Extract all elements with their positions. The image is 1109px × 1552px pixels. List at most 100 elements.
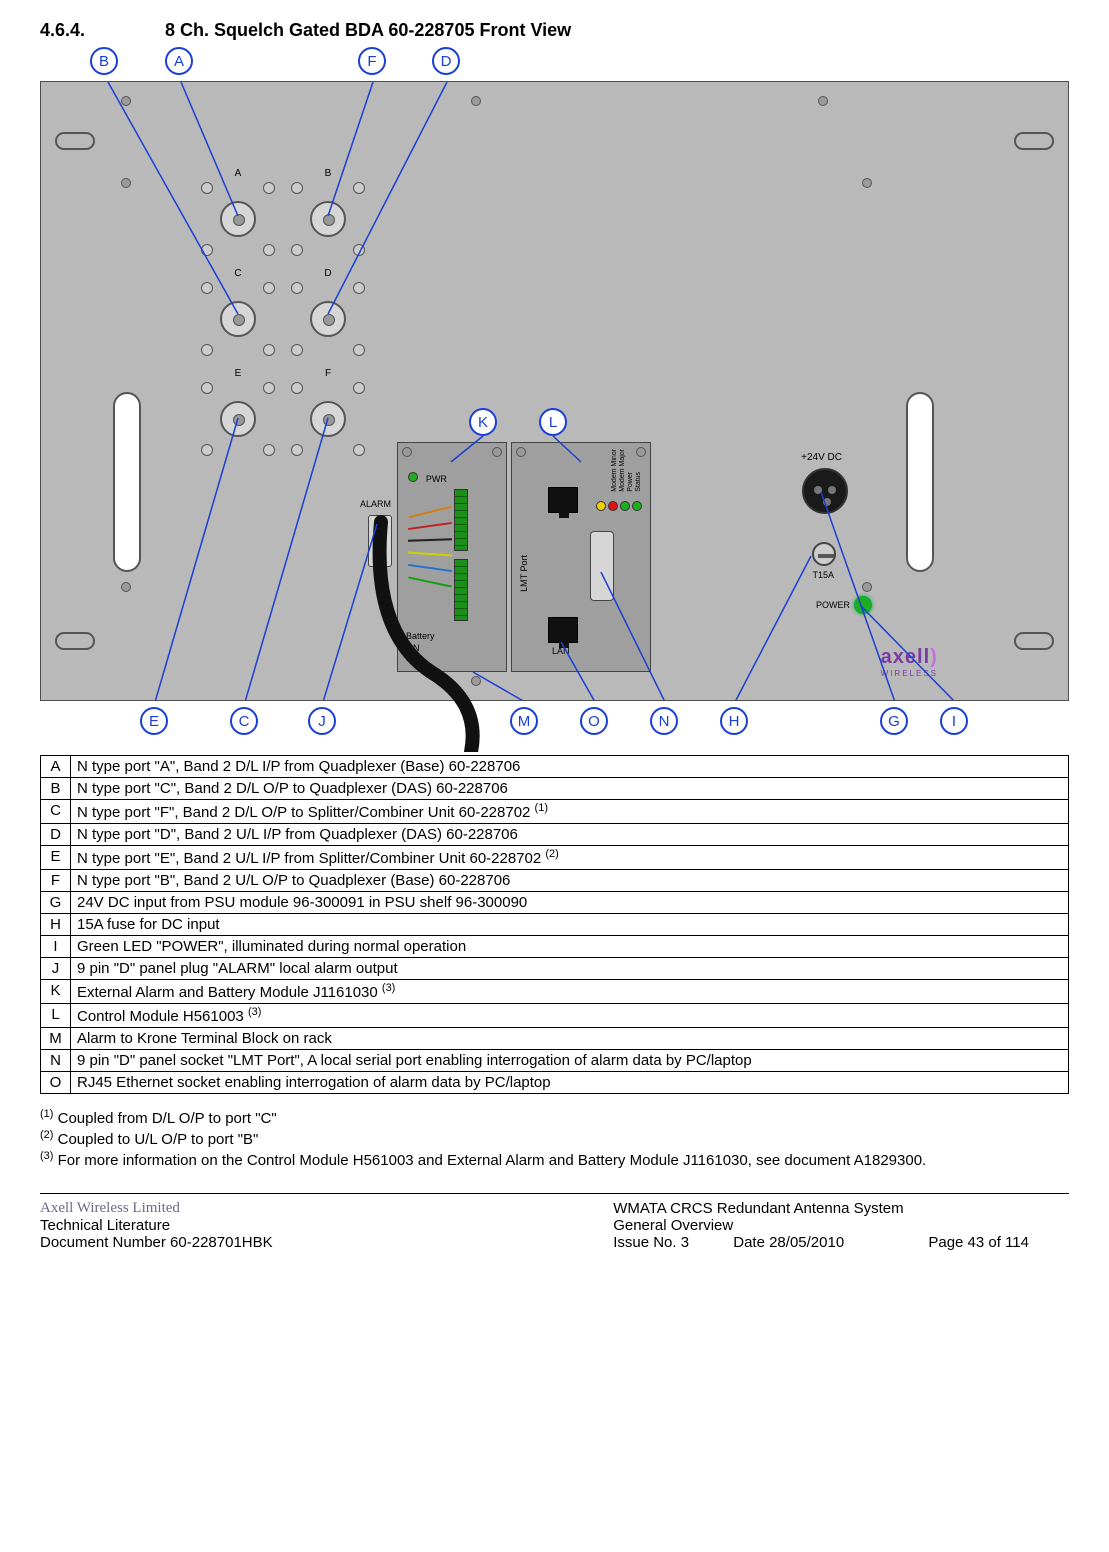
callout-n: N bbox=[650, 707, 678, 735]
callout-g: G bbox=[880, 707, 908, 735]
ref-desc: N type port "A", Band 2 D/L I/P from Qua… bbox=[71, 756, 1069, 778]
footer-overview: General Overview bbox=[613, 1217, 1069, 1234]
callout-l: L bbox=[539, 408, 567, 436]
ref-key: O bbox=[41, 1072, 71, 1094]
ref-desc: RJ45 Ethernet socket enabling interrogat… bbox=[71, 1072, 1069, 1094]
ref-desc: N type port "E", Band 2 U/L I/P from Spl… bbox=[71, 846, 1069, 870]
power-led bbox=[854, 596, 872, 614]
section-heading: 8 Ch. Squelch Gated BDA 60-228705 Front … bbox=[165, 20, 571, 40]
ref-key: K bbox=[41, 980, 71, 1004]
n-port-d: D bbox=[291, 282, 365, 356]
ref-desc: Alarm to Krone Terminal Block on rack bbox=[71, 1028, 1069, 1050]
table-row: LControl Module H561003 (3) bbox=[41, 1004, 1069, 1028]
callout-e: E bbox=[140, 707, 168, 735]
callout-f: F bbox=[358, 47, 386, 75]
callout-h: H bbox=[720, 707, 748, 735]
callout-k: K bbox=[469, 408, 497, 436]
callout-row-bottom: ECJMONHGI bbox=[40, 707, 1069, 741]
ref-key: L bbox=[41, 1004, 71, 1028]
table-row: CN type port "F", Band 2 D/L O/P to Spli… bbox=[41, 800, 1069, 824]
port-label: D bbox=[324, 268, 331, 279]
fuse-label: T15A bbox=[812, 570, 834, 580]
footnote: (3) For more information on the Control … bbox=[40, 1150, 1069, 1169]
ethernet-rj45 bbox=[548, 617, 578, 643]
ref-desc: 24V DC input from PSU module 96-300091 i… bbox=[71, 892, 1069, 914]
footer-issue: Issue No. 3 bbox=[613, 1234, 689, 1251]
footnotes: (1) Coupled from D/L O/P to port "C" (2) … bbox=[40, 1108, 1069, 1169]
ref-key: N bbox=[41, 1050, 71, 1072]
callout-j: J bbox=[308, 707, 336, 735]
table-row: DN type port "D", Band 2 U/L I/P from Qu… bbox=[41, 824, 1069, 846]
table-row: BN type port "C", Band 2 D/L O/P to Quad… bbox=[41, 778, 1069, 800]
alarm-label: ALARM bbox=[360, 499, 391, 509]
callout-row-top: BAFD bbox=[40, 47, 1069, 81]
port-label: F bbox=[325, 368, 331, 379]
footnote: (1) Coupled from D/L O/P to port "C" bbox=[40, 1108, 1069, 1127]
ref-desc: N type port "D", Band 2 U/L I/P from Qua… bbox=[71, 824, 1069, 846]
callout-a: A bbox=[165, 47, 193, 75]
ref-key: D bbox=[41, 824, 71, 846]
section-title: 4.6.4. 8 Ch. Squelch Gated BDA 60-228705… bbox=[40, 20, 1069, 41]
diagram: BAFD ABCDEF PWR ALARM bbox=[40, 47, 1069, 741]
footer-doc: Document Number 60-228701HBK bbox=[40, 1234, 273, 1251]
ref-key: M bbox=[41, 1028, 71, 1050]
table-row: MAlarm to Krone Terminal Block on rack bbox=[41, 1028, 1069, 1050]
table-row: G24V DC input from PSU module 96-300091 … bbox=[41, 892, 1069, 914]
power-mod-label: Power bbox=[627, 449, 634, 492]
table-row: N9 pin "D" panel socket "LMT Port", A lo… bbox=[41, 1050, 1069, 1072]
dc-input-connector bbox=[802, 468, 848, 514]
ref-desc: N type port "F", Band 2 D/L O/P to Split… bbox=[71, 800, 1069, 824]
port-label: A bbox=[235, 168, 242, 179]
device-front-panel: ABCDEF PWR ALARM Battery bbox=[40, 81, 1069, 701]
ref-key: I bbox=[41, 936, 71, 958]
led-status bbox=[632, 501, 642, 511]
footer-system: WMATA CRCS Redundant Antenna System bbox=[613, 1200, 1069, 1217]
table-row: H15A fuse for DC input bbox=[41, 914, 1069, 936]
port-label: C bbox=[234, 268, 241, 279]
modem-major-label: Modem Major bbox=[619, 449, 626, 492]
ref-desc: Control Module H561003 (3) bbox=[71, 1004, 1069, 1028]
table-row: EN type port "E", Band 2 U/L I/P from Sp… bbox=[41, 846, 1069, 870]
brand-logo: axell) WIRELESS bbox=[881, 646, 938, 678]
modem-minor-label: Modem Minor bbox=[611, 449, 618, 492]
n-port-a: A bbox=[201, 182, 275, 256]
table-row: KExternal Alarm and Battery Module J1161… bbox=[41, 980, 1069, 1004]
table-row: AN type port "A", Band 2 D/L I/P from Qu… bbox=[41, 756, 1069, 778]
ref-desc: Green LED "POWER", illuminated during no… bbox=[71, 936, 1069, 958]
ref-desc: 9 pin "D" panel plug "ALARM" local alarm… bbox=[71, 958, 1069, 980]
fuse-holder bbox=[812, 542, 836, 566]
footer-lit: Technical Literature bbox=[40, 1217, 273, 1234]
ref-key: B bbox=[41, 778, 71, 800]
reference-table: AN type port "A", Band 2 D/L I/P from Qu… bbox=[40, 755, 1069, 1094]
table-row: IGreen LED "POWER", illuminated during n… bbox=[41, 936, 1069, 958]
footer-date: Date 28/05/2010 bbox=[733, 1234, 844, 1251]
port-label: E bbox=[235, 368, 242, 379]
callout-i: I bbox=[940, 707, 968, 735]
ref-key: G bbox=[41, 892, 71, 914]
ref-desc: External Alarm and Battery Module J11610… bbox=[71, 980, 1069, 1004]
ref-key: A bbox=[41, 756, 71, 778]
ref-desc: N type port "C", Band 2 D/L O/P to Quadp… bbox=[71, 778, 1069, 800]
callout-b: B bbox=[90, 47, 118, 75]
page-footer: Axell Wireless Limited Technical Literat… bbox=[40, 1194, 1069, 1251]
callout-o: O bbox=[580, 707, 608, 735]
led-modem-major bbox=[608, 501, 618, 511]
n-port-b: B bbox=[291, 182, 365, 256]
dc-input-label: +24V DC bbox=[801, 452, 842, 463]
ref-key: C bbox=[41, 800, 71, 824]
footnote: (2) Coupled to U/L O/P to port "B" bbox=[40, 1129, 1069, 1148]
callout-m: M bbox=[510, 707, 538, 735]
power-label: POWER bbox=[816, 600, 850, 610]
footer-company: Axell Wireless Limited bbox=[40, 1200, 273, 1217]
pwr-led-label: PWR bbox=[426, 474, 447, 484]
table-row: J9 pin "D" panel plug "ALARM" local alar… bbox=[41, 958, 1069, 980]
ref-key: H bbox=[41, 914, 71, 936]
status-mod-label: Status bbox=[635, 449, 642, 492]
lan-label: LAN bbox=[552, 647, 570, 656]
section-number: 4.6.4. bbox=[40, 20, 160, 41]
callout-d: D bbox=[432, 47, 460, 75]
table-row: ORJ45 Ethernet socket enabling interroga… bbox=[41, 1072, 1069, 1094]
table-row: FN type port "B", Band 2 U/L O/P to Quad… bbox=[41, 870, 1069, 892]
lmt-dsub-socket bbox=[590, 531, 614, 601]
footer-page: Page 43 of 114 bbox=[928, 1234, 1029, 1251]
